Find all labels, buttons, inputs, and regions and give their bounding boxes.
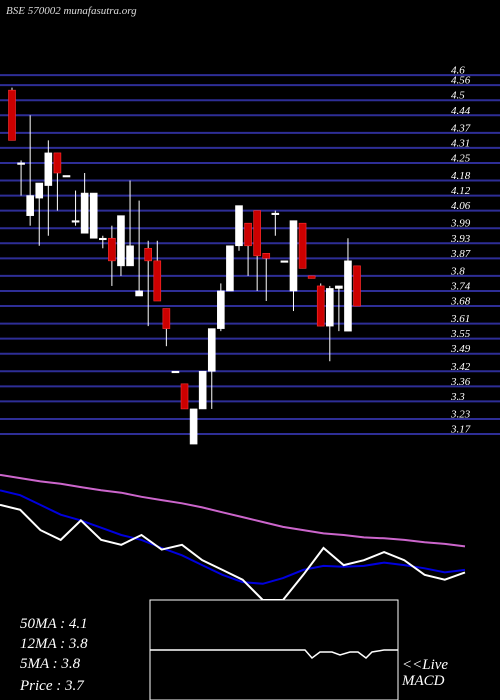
candle-body bbox=[80, 192, 89, 234]
y-tick-label: 3.61 bbox=[450, 313, 470, 325]
candle-body bbox=[198, 370, 207, 410]
candle-body bbox=[253, 210, 261, 257]
candle-body bbox=[280, 260, 289, 263]
candle-body bbox=[171, 370, 180, 374]
candle-body bbox=[217, 290, 225, 329]
y-tick-label: 3.93 bbox=[450, 233, 471, 245]
y-tick-label: 4.37 bbox=[451, 122, 471, 134]
candle-body bbox=[35, 182, 44, 199]
chart-title: BSE 570002 munafasutra.org bbox=[6, 5, 137, 17]
y-tick-label: 3.42 bbox=[450, 361, 471, 373]
candle-body bbox=[325, 288, 334, 327]
macd-label: <<Live bbox=[402, 657, 448, 673]
y-tick-label: 3.8 bbox=[450, 265, 465, 277]
candle-body bbox=[17, 162, 25, 165]
candle-body bbox=[126, 245, 134, 267]
candle-body bbox=[99, 237, 107, 241]
y-tick-label: 3.23 bbox=[450, 409, 471, 421]
candle-body bbox=[207, 328, 216, 372]
y-tick-label: 3.55 bbox=[450, 328, 471, 340]
y-tick-label: 4.06 bbox=[451, 200, 471, 212]
y-tick-label: 4.18 bbox=[451, 170, 471, 182]
candle-body bbox=[135, 290, 143, 297]
candle-body bbox=[62, 175, 71, 178]
candle-body bbox=[353, 265, 361, 307]
y-tick-label: 4.56 bbox=[451, 75, 471, 87]
grid: 4.64.56 4.5 4.44 4.37 4.31 4.25 4.18 4.12 4.06 3.… bbox=[0, 65, 500, 436]
macd-label: MACD bbox=[401, 673, 445, 689]
candle-body bbox=[335, 285, 343, 289]
candle-body bbox=[89, 192, 98, 239]
candle-body bbox=[289, 220, 298, 292]
indicator-pane bbox=[0, 473, 466, 601]
y-tick-label: 3.74 bbox=[450, 280, 471, 292]
indicator-line bbox=[0, 489, 466, 585]
indicator-line bbox=[0, 503, 466, 601]
y-tick-label: 4.5 bbox=[451, 90, 465, 102]
candle-body bbox=[344, 260, 352, 332]
y-tick-label: 4.25 bbox=[451, 152, 471, 164]
y-tick-label: 3.87 bbox=[450, 248, 471, 260]
info-text: 5MA : 3.8 bbox=[20, 656, 81, 672]
candle-body bbox=[117, 215, 125, 267]
y-tick-label: 4.44 bbox=[451, 105, 471, 117]
candle-body bbox=[108, 237, 116, 262]
candle-body bbox=[44, 152, 53, 186]
candle-body bbox=[180, 383, 189, 410]
candle-body bbox=[53, 152, 62, 174]
candle-body bbox=[189, 408, 198, 445]
info-text: 50MA : 4.1 bbox=[20, 616, 88, 632]
candle-body bbox=[153, 260, 162, 302]
candle-body bbox=[262, 253, 271, 259]
candle-body bbox=[307, 275, 316, 279]
info-text: 12MA : 3.8 bbox=[20, 636, 88, 652]
y-tick-label: 3.3 bbox=[450, 391, 465, 403]
candle-body bbox=[271, 212, 280, 215]
indicator-line bbox=[0, 473, 466, 548]
y-tick-label: 3.49 bbox=[450, 343, 471, 355]
info-text: Price : 3.7 bbox=[19, 678, 85, 694]
y-tick-label: 3.17 bbox=[450, 424, 471, 436]
candle-body bbox=[26, 195, 34, 216]
y-tick-label: 4.12 bbox=[451, 185, 471, 197]
candle-body bbox=[316, 285, 325, 327]
y-tick-label: 4.6 bbox=[451, 65, 465, 77]
candle-body bbox=[226, 245, 234, 292]
candle-body bbox=[244, 222, 252, 247]
macd-line bbox=[150, 649, 398, 660]
candle-body bbox=[235, 205, 243, 247]
candle-body bbox=[8, 89, 16, 141]
candles bbox=[8, 87, 361, 445]
candle-body bbox=[298, 222, 307, 269]
candle-body bbox=[162, 308, 171, 329]
y-tick-label: 3.68 bbox=[450, 296, 471, 308]
candle-body bbox=[144, 247, 152, 262]
y-tick-label: 3.99 bbox=[450, 218, 471, 230]
candle-body bbox=[71, 220, 80, 223]
y-tick-label: 3.36 bbox=[450, 376, 471, 388]
y-tick-label: 4.31 bbox=[451, 137, 470, 149]
